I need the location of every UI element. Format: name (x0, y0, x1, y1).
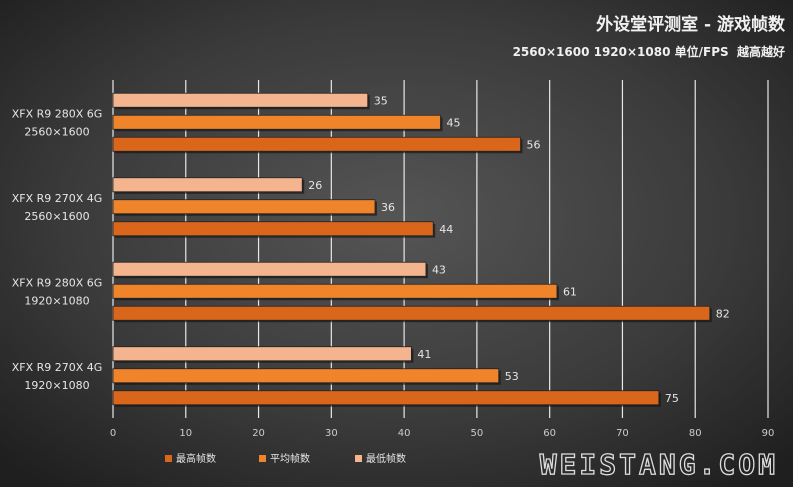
category-label: XFX R9 280X 6G (12, 276, 103, 289)
x-tick-label: 10 (179, 428, 192, 439)
x-tick-label: 90 (762, 428, 775, 439)
legend-label: 最低帧数 (366, 452, 406, 465)
legend: 最高帧数 平均帧数 最低帧数 (165, 452, 406, 465)
chart-subtitle: 2560×1600 1920×1080 单位/FPS 越高越好 (513, 44, 785, 59)
x-tick-labels: 0 10 20 30 40 50 60 70 80 90 (110, 428, 775, 439)
bar-avg (112, 368, 500, 384)
bar-max (112, 305, 711, 321)
legend-label: 最高帧数 (176, 452, 216, 465)
grid-lines (112, 80, 769, 418)
category-label: 2560×1600 (24, 125, 89, 138)
x-tick-label: 50 (471, 428, 484, 439)
x-tick-label: 80 (689, 428, 702, 439)
category-labels: XFX R9 280X 6G 2560×1600 XFX R9 270X 4G 256… (12, 107, 103, 392)
data-label: 44 (439, 223, 453, 236)
legend-label: 平均帧数 (270, 452, 310, 465)
data-label: 43 (432, 263, 446, 276)
category-label: 2560×1600 (24, 210, 89, 223)
category-label: 1920×1080 (24, 379, 89, 392)
x-tick-label: 70 (616, 428, 629, 439)
x-tick-label: 30 (325, 428, 338, 439)
bar-max (112, 136, 521, 152)
bar-avg (112, 199, 376, 215)
data-label: 41 (417, 348, 431, 361)
bars: 35 45 56 26 36 44 43 61 82 41 53 75 (112, 92, 730, 407)
x-tick-label: 40 (398, 428, 411, 439)
bar-max (112, 390, 660, 406)
category-label: 1920×1080 (24, 294, 89, 307)
data-label: 56 (527, 138, 541, 151)
legend-swatch-max (165, 455, 172, 462)
bar-avg (112, 114, 441, 130)
data-label: 45 (447, 116, 461, 129)
bar-min (112, 92, 369, 108)
x-tick-label: 60 (543, 428, 556, 439)
data-label: 36 (381, 201, 395, 214)
x-tick-label: 0 (110, 428, 116, 439)
x-tick-label: 20 (252, 428, 265, 439)
legend-swatch-min (355, 455, 362, 462)
bar-min (112, 177, 303, 193)
data-label: 26 (308, 179, 322, 192)
data-label: 35 (374, 94, 388, 107)
legend-swatch-avg (259, 455, 266, 462)
chart-title: 外设堂评测室 - 游戏帧数 (596, 14, 786, 35)
watermark-logo: WEISTANG.COM (540, 448, 778, 481)
bar-min (112, 346, 412, 362)
bar-avg (112, 283, 558, 299)
data-label: 61 (563, 285, 577, 298)
bar-max (112, 221, 434, 237)
data-label: 75 (665, 392, 679, 405)
data-label: 82 (716, 307, 730, 320)
data-label: 53 (505, 370, 519, 383)
bar-min (112, 261, 427, 277)
category-label: XFX R9 270X 4G (12, 192, 103, 205)
category-label: XFX R9 280X 6G (12, 107, 103, 120)
category-label: XFX R9 270X 4G (12, 361, 103, 374)
